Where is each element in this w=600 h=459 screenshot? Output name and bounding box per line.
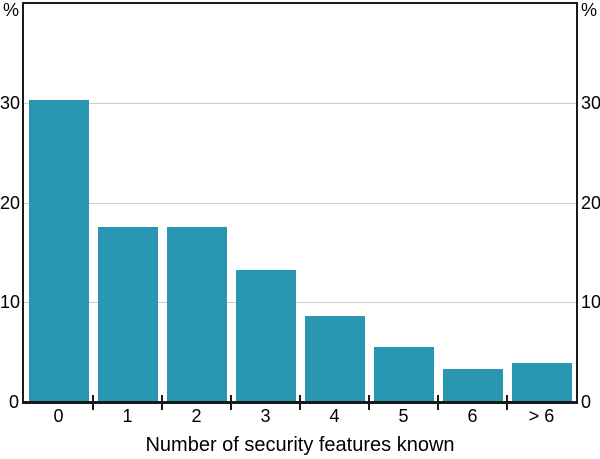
gridline-20 xyxy=(24,202,576,204)
gridline-10 xyxy=(24,302,576,304)
x-axis-tick xyxy=(92,404,94,410)
y-tick-label-right-10: 10 xyxy=(581,292,600,313)
x-axis-tick xyxy=(230,404,232,410)
x-axis-tick xyxy=(506,395,508,402)
x-axis-tick xyxy=(437,404,439,410)
bar-3 xyxy=(235,270,296,402)
bar-4 xyxy=(304,316,365,402)
x-tick-label-> 6: > 6 xyxy=(528,406,555,426)
x-axis-tick xyxy=(437,395,439,402)
y-tick-label-right-0: 0 xyxy=(581,392,592,412)
x-tick-label-5: 5 xyxy=(398,406,409,426)
plot-border-top xyxy=(22,2,578,4)
y-axis-unit-left: % xyxy=(3,0,20,20)
x-tick-label-0: 0 xyxy=(53,406,64,426)
x-axis-tick xyxy=(299,395,301,402)
x-axis-tick xyxy=(92,395,94,402)
y-tick-label-right-30: 30 xyxy=(581,92,600,113)
x-axis-title: Number of security features known xyxy=(145,434,455,456)
x-tick-label-6: 6 xyxy=(467,406,478,426)
x-axis-tick xyxy=(161,404,163,410)
x-axis-tick xyxy=(368,404,370,410)
y-tick-label-left-10: 10 xyxy=(0,292,21,313)
x-axis-tick xyxy=(506,404,508,410)
plot-area xyxy=(24,3,576,402)
x-tick-label-4: 4 xyxy=(329,406,340,426)
y-tick-label-left-20: 20 xyxy=(0,192,21,213)
bar-0 xyxy=(28,99,89,402)
x-tick-label-3: 3 xyxy=(260,406,271,426)
x-axis-tick xyxy=(230,395,232,402)
bar-6 xyxy=(442,369,503,402)
x-axis-tick xyxy=(368,395,370,402)
x-axis-line xyxy=(22,401,578,404)
bar-5 xyxy=(373,347,434,402)
bar-> 6 xyxy=(511,363,572,402)
x-axis-tick xyxy=(299,404,301,410)
x-axis-tick xyxy=(161,395,163,402)
y-tick-label-left-0: 0 xyxy=(8,392,19,412)
y-axis-right xyxy=(576,2,578,404)
bar-2 xyxy=(166,227,227,402)
y-axis-left xyxy=(22,2,24,404)
bar-1 xyxy=(97,227,158,402)
gridline-30 xyxy=(24,102,576,104)
x-tick-label-1: 1 xyxy=(122,406,133,426)
y-axis-unit-right: % xyxy=(581,0,598,20)
x-tick-label-2: 2 xyxy=(191,406,202,426)
y-tick-label-left-30: 30 xyxy=(0,92,21,113)
y-tick-label-right-20: 20 xyxy=(581,192,600,213)
